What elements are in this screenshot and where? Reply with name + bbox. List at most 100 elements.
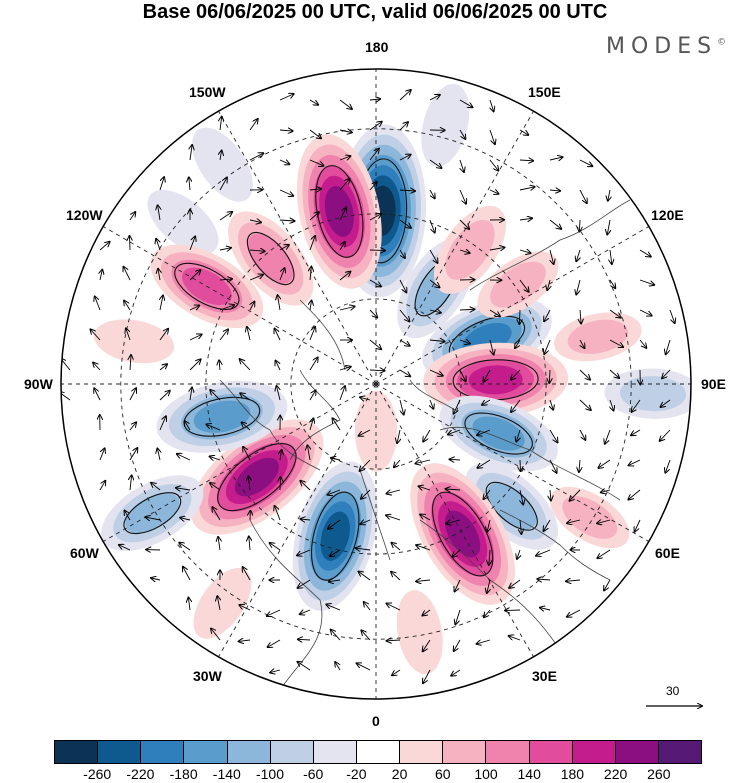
colorbar-tick-label: 260 [647, 766, 671, 782]
wind-vector [420, 515, 431, 521]
wind-vector [459, 250, 470, 253]
wind-vector [665, 459, 671, 473]
wind-vector [219, 329, 228, 341]
wind-vector [249, 153, 263, 161]
colorbar-tick-label: -60 [303, 766, 324, 782]
contour-line [311, 491, 360, 581]
wind-vector [61, 392, 71, 401]
wind-vector [505, 610, 521, 611]
wind-vector [399, 309, 409, 321]
wind-vector [579, 369, 590, 380]
wind-vector [391, 572, 401, 581]
wind-vector [249, 537, 250, 551]
wind-vector [429, 189, 435, 198]
contour-line [485, 481, 538, 531]
wind-vector [487, 579, 490, 593]
wind-vector [369, 149, 379, 161]
wind-vector [639, 279, 654, 285]
wind-vector [489, 309, 500, 316]
wind-vector [429, 279, 440, 287]
wind-vector [579, 399, 591, 410]
wind-vector [549, 369, 550, 383]
wind-vector [429, 219, 435, 233]
wind-vector [268, 639, 281, 647]
wind-vector [180, 518, 191, 520]
wind-vector [484, 369, 491, 382]
colorbar [54, 740, 702, 764]
wind-vector [93, 363, 101, 371]
wind-vector [639, 249, 651, 257]
wind-vector [482, 399, 491, 405]
wind-vector [335, 662, 341, 671]
polar-map [60, 68, 750, 735]
colorbar-tick-label: 100 [474, 766, 498, 782]
wind-vector [219, 178, 227, 191]
map-disk-border [60, 68, 692, 700]
wind-vector [579, 459, 580, 472]
wind-vector [446, 520, 461, 524]
coastline [439, 426, 621, 501]
wind-vector [189, 270, 200, 281]
longitude-label: 90W [24, 376, 53, 392]
wind-vector [298, 639, 311, 640]
wind-vector [279, 245, 289, 251]
wind-vector [597, 520, 611, 523]
wind-vector [309, 212, 319, 221]
wind-vector [91, 329, 101, 341]
wind-vector [239, 605, 251, 611]
wind-vector [669, 309, 675, 323]
wind-vector [394, 459, 401, 467]
wind-vector [328, 519, 341, 529]
wind-vector [309, 189, 321, 190]
wind-vector [130, 236, 131, 251]
anomaly-contour [396, 590, 443, 675]
wind-vector [217, 596, 220, 611]
wind-vector [339, 99, 352, 109]
wind-vector [369, 182, 377, 191]
wind-vector [369, 370, 384, 371]
wind-vector [515, 339, 521, 348]
wind-vector [399, 249, 405, 258]
longitude-label: 150W [189, 84, 226, 100]
wind-vector [598, 459, 611, 468]
wind-vector [519, 250, 531, 253]
wind-vector [297, 549, 311, 555]
wind-vector [489, 549, 490, 565]
colorbar-segment [141, 741, 185, 763]
colorbar-tick-label: 20 [391, 766, 408, 782]
wind-vector [359, 429, 371, 436]
wind-vector [490, 339, 494, 355]
wind-vector [361, 630, 371, 641]
contour-line [217, 443, 297, 512]
wind-vector [219, 360, 220, 371]
wind-vector [570, 489, 581, 501]
anomaly-contour [472, 416, 525, 451]
wind-vector [240, 393, 251, 401]
wind-vector [566, 580, 581, 581]
wind-vector [279, 220, 294, 221]
wind-vector [339, 156, 350, 160]
wind-vector [544, 519, 551, 531]
wind-vector [429, 310, 441, 313]
wind-vector [536, 549, 551, 556]
wind-vector [635, 519, 641, 532]
wind-vector [416, 545, 431, 551]
wind-vector [419, 486, 431, 490]
contour-line [174, 262, 240, 310]
wind-vector [247, 327, 250, 341]
coastline [469, 199, 631, 291]
wind-vector [130, 355, 131, 371]
wind-vector [240, 359, 251, 371]
wind-vector [301, 519, 311, 520]
wind-vector [339, 179, 350, 191]
wind-vector [359, 572, 371, 581]
wind-vector [339, 130, 352, 133]
wind-vector [125, 511, 131, 521]
wind-vector [129, 448, 137, 461]
wind-vector [519, 279, 529, 292]
wind-vector [520, 519, 521, 534]
wind-vector [429, 369, 443, 376]
wind-vector [218, 537, 220, 551]
wind-vector [576, 279, 580, 294]
wind-vector [95, 297, 101, 311]
